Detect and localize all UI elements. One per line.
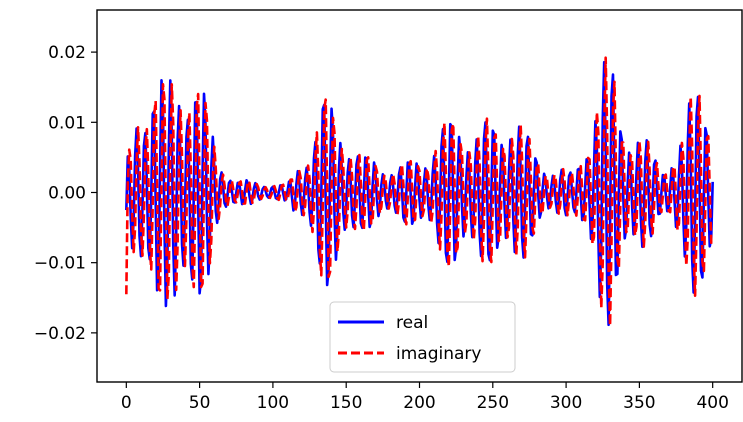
y-tick-label: 0.00 [48, 183, 86, 203]
x-axis: 0 50 100 150 200 250 300 350 400 [121, 382, 729, 413]
series-real-line [125, 60, 714, 327]
x-tick-label: 300 [550, 393, 582, 413]
x-tick-label: 200 [403, 393, 435, 413]
legend-box [329, 301, 516, 373]
legend-real-label: real [396, 313, 428, 333]
plot-lines [125, 56, 714, 327]
series-imaginary-line [125, 56, 714, 327]
x-tick-label: 50 [189, 393, 211, 413]
y-tick-label: −0.02 [34, 324, 86, 344]
x-tick-label: 250 [477, 393, 509, 413]
x-tick-label: 100 [257, 393, 289, 413]
y-axis: −0.02 −0.01 0.00 0.01 0.02 [34, 43, 97, 344]
x-tick-label: 400 [696, 393, 728, 413]
y-tick-label: 0.01 [48, 113, 86, 133]
legend-imaginary-label: imaginary [396, 344, 481, 364]
y-tick-label: −0.01 [34, 254, 86, 274]
x-tick-label: 150 [330, 393, 362, 413]
x-tick-label: 0 [121, 393, 132, 413]
legend: real imaginary [329, 301, 516, 373]
y-tick-label: 0.02 [48, 43, 86, 63]
x-tick-label: 350 [623, 393, 655, 413]
